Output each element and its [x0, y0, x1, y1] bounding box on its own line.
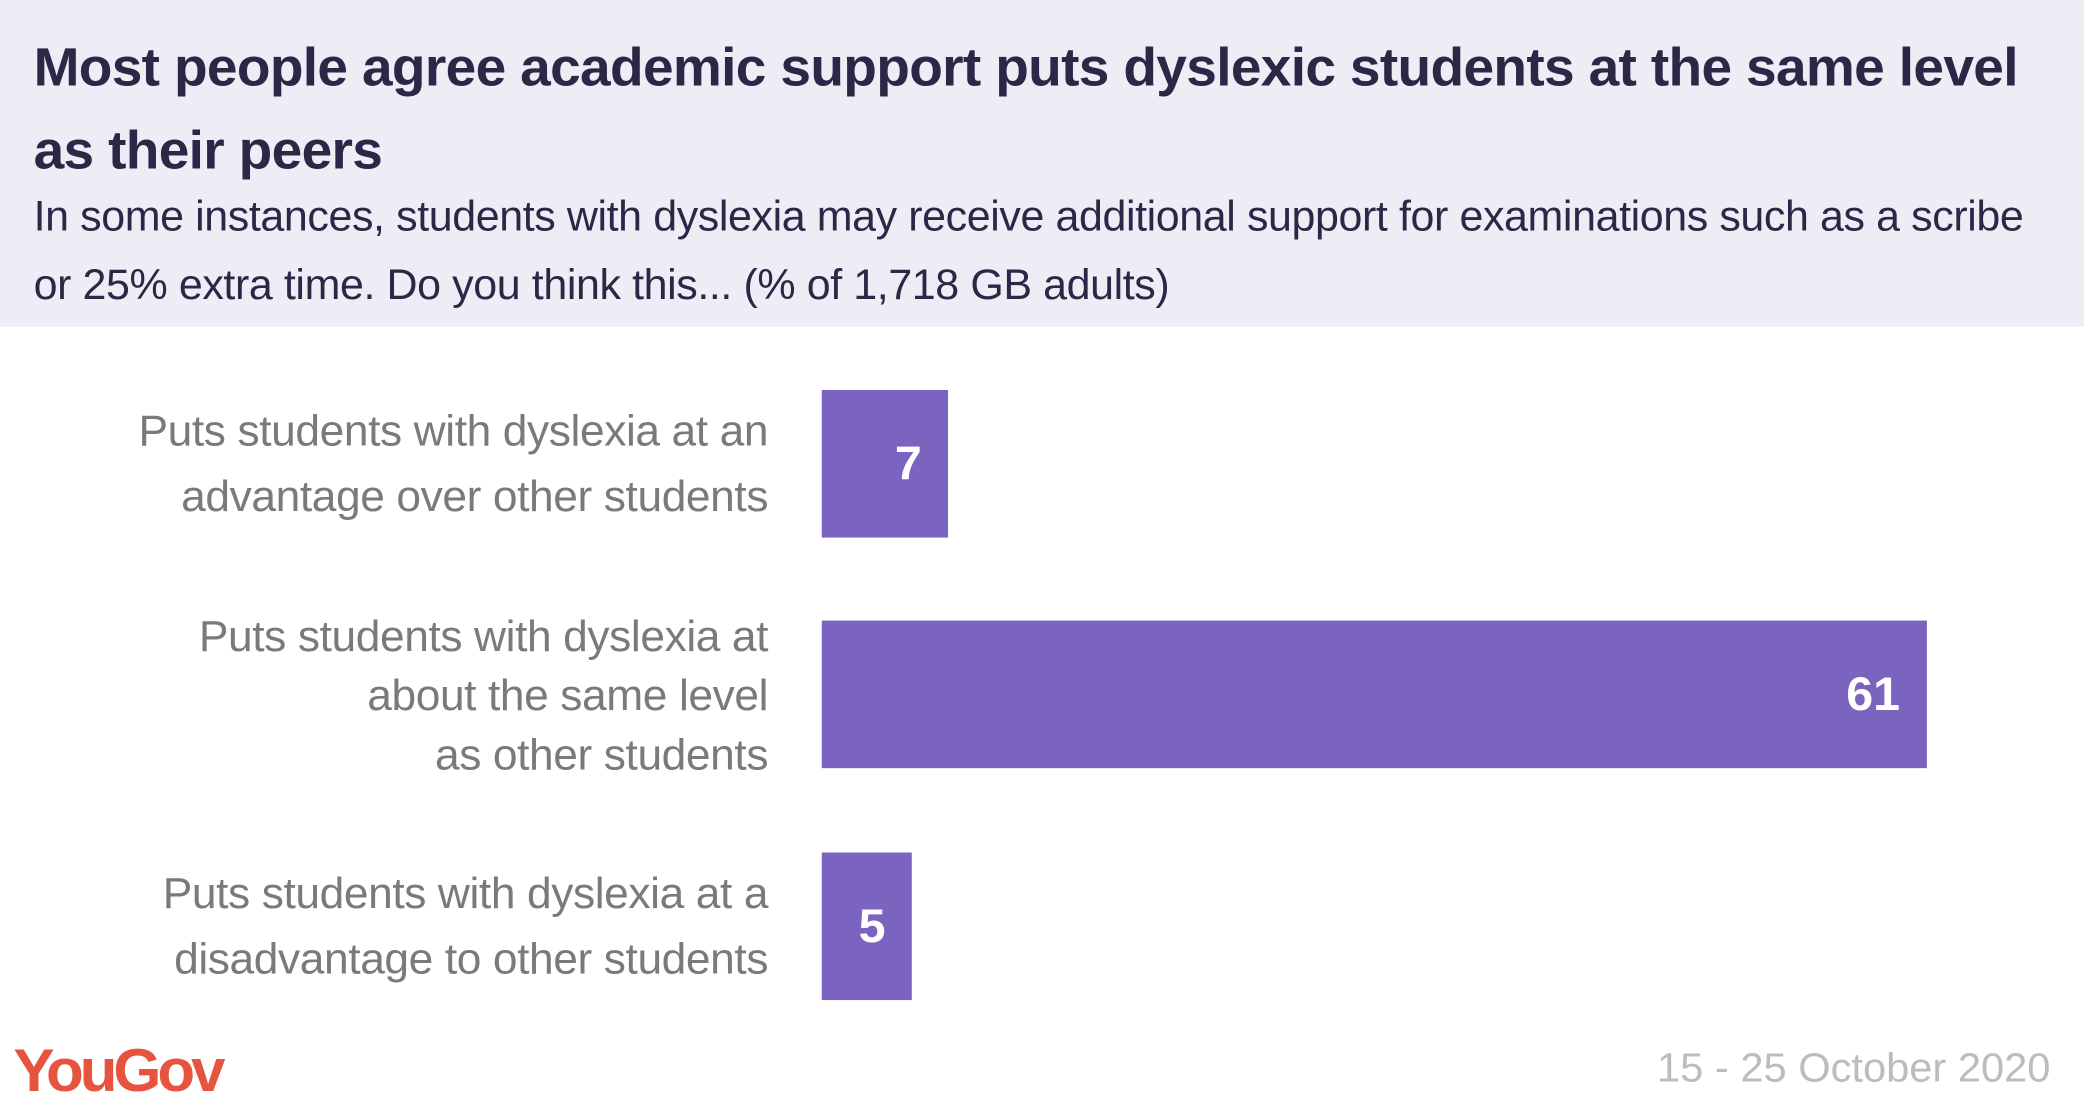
bar — [821, 852, 913, 1001]
category-label: Puts students with dyslexia at a disadva… — [162, 868, 769, 983]
data-label: 5 — [858, 898, 886, 953]
bar — [821, 390, 949, 538]
chart-subtitle: In some instances, students with dyslexi… — [33, 192, 2024, 309]
chart-title: Most people agree academic support puts … — [33, 36, 2019, 181]
bar — [821, 620, 1927, 769]
yougov-logo: YouGov — [13, 1035, 225, 1105]
category-label: Puts students with dyslexia at about the… — [198, 610, 769, 779]
data-label: 61 — [1846, 666, 1901, 721]
data-label: 7 — [894, 436, 922, 491]
category-label: Puts students with dyslexia at an advant… — [138, 405, 769, 521]
header: Most people agree academic support puts … — [0, 0, 2084, 327]
fieldwork-date: 15 - 25 October 2020 — [1657, 1044, 2051, 1091]
